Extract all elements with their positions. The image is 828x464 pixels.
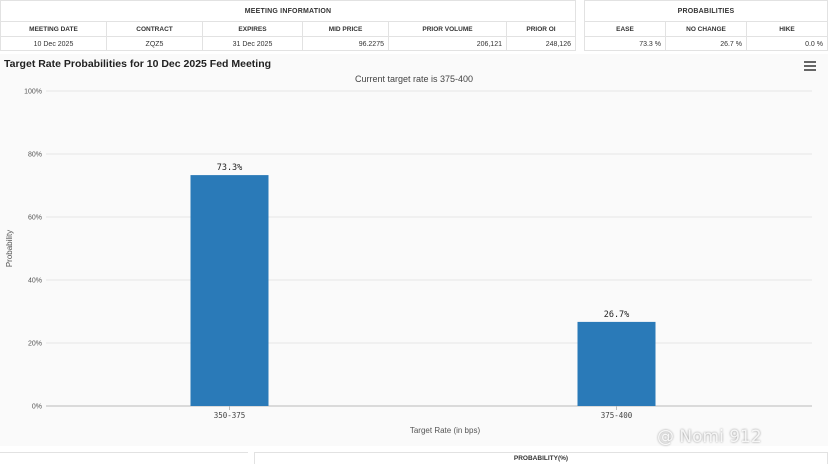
y-tick-label: 0%	[32, 404, 42, 411]
meeting-info-values-row: 10 Dec 2025 ZQZ5 31 Dec 2025 96.2275 206…	[1, 37, 575, 51]
col-no-change: NO CHANGE	[666, 22, 747, 36]
probabilities-values-row: 73.3 % 26.7 % 0.0 %	[585, 37, 827, 51]
val-expires: 31 Dec 2025	[203, 37, 303, 51]
meeting-info-columns-row: MEETING DATE CONTRACT EXPIRES MID PRICE …	[1, 22, 575, 37]
probabilities-columns-row: EASE NO CHANGE HIKE	[585, 22, 827, 37]
y-tick-label: 20%	[28, 341, 42, 348]
chart-subtitle: Current target rate is 375-400	[354, 74, 474, 84]
chart-title: Target Rate Probabilities for 10 Dec 202…	[4, 58, 272, 70]
y-tick-label: 80%	[28, 152, 42, 159]
watermark-text: @ Nomi 912	[657, 427, 762, 447]
col-expires: EXPIRES	[203, 22, 303, 36]
hamburger-menu-icon[interactable]	[804, 61, 816, 71]
plot-area	[46, 91, 812, 406]
col-meeting-date: MEETING DATE	[1, 22, 107, 36]
bottom-left-table-edge	[0, 452, 248, 464]
y-tick-label: 100%	[24, 89, 42, 96]
val-prior-oi: 248,126	[545, 40, 571, 48]
meeting-info-table: MEETING INFORMATION MEETING DATE CONTRAC…	[0, 0, 576, 51]
bar-data-label: 26.7%	[604, 310, 630, 320]
val-contract: ZQZ5	[107, 37, 203, 51]
y-tick-label: 40%	[28, 278, 42, 285]
col-ease: EASE	[585, 22, 666, 36]
val-meeting-date: 10 Dec 2025	[1, 37, 107, 51]
probabilities-header: PROBABILITIES	[585, 1, 827, 22]
col-contract: CONTRACT	[107, 22, 203, 36]
val-hike: 0.0 %	[805, 40, 823, 48]
col-prior-volume: PRIOR VOLUME	[389, 22, 507, 36]
probability-table-header: PROBABILITY(%)	[254, 452, 828, 464]
x-tick-label: 350-375	[214, 411, 246, 420]
bar-data-label: 73.3%	[217, 163, 243, 173]
val-no-change: 26.7 %	[666, 37, 747, 51]
val-prior-volume: 206,121	[389, 37, 507, 51]
col-prior-oi: PRIOR OI	[526, 25, 556, 33]
bar	[190, 175, 269, 406]
bottom-area	[0, 450, 828, 464]
x-axis-title: Target Rate (in bps)	[410, 426, 481, 435]
val-ease: 73.3 %	[585, 37, 666, 51]
val-mid-price: 96.2275	[303, 37, 389, 51]
probabilities-table: PROBABILITIES EASE NO CHANGE HIKE 73.3 %…	[584, 0, 828, 51]
y-tick-label: 60%	[28, 215, 42, 222]
x-tick-label: 375-400	[601, 411, 633, 420]
y-axis-title: Probability	[5, 230, 14, 267]
meeting-info-header: MEETING INFORMATION	[1, 1, 575, 22]
col-mid-price: MID PRICE	[303, 22, 389, 36]
col-hike: HIKE	[779, 25, 795, 33]
bar	[577, 321, 656, 406]
